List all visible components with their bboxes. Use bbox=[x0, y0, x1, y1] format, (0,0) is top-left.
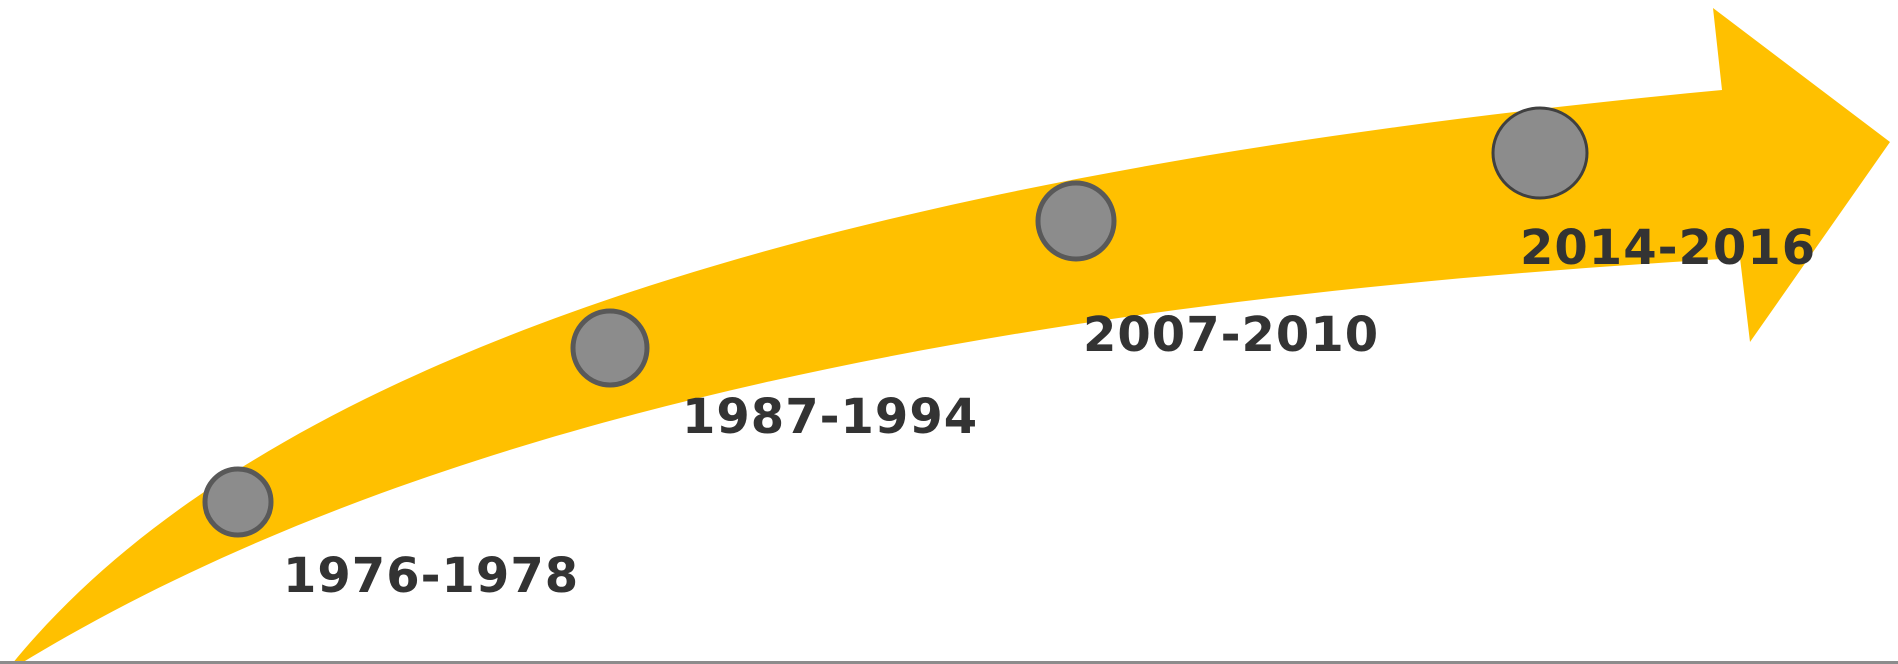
milestone-marker-1976-1978 bbox=[202, 466, 274, 538]
milestone-label-2014-2016: 2014-2016 bbox=[1520, 220, 1816, 276]
milestone-label-1987-1994: 1987-1994 bbox=[682, 389, 978, 445]
timeline-arrow bbox=[12, 8, 1890, 664]
bottom-rule bbox=[0, 661, 1898, 664]
milestone-marker-2014-2016 bbox=[1491, 106, 1589, 200]
milestone-label-2007-2010: 2007-2010 bbox=[1083, 307, 1379, 363]
milestone-marker-2007-2010 bbox=[1035, 180, 1117, 262]
milestone-label-1976-1978: 1976-1978 bbox=[283, 548, 579, 604]
milestone-marker-1987-1994 bbox=[570, 308, 650, 388]
